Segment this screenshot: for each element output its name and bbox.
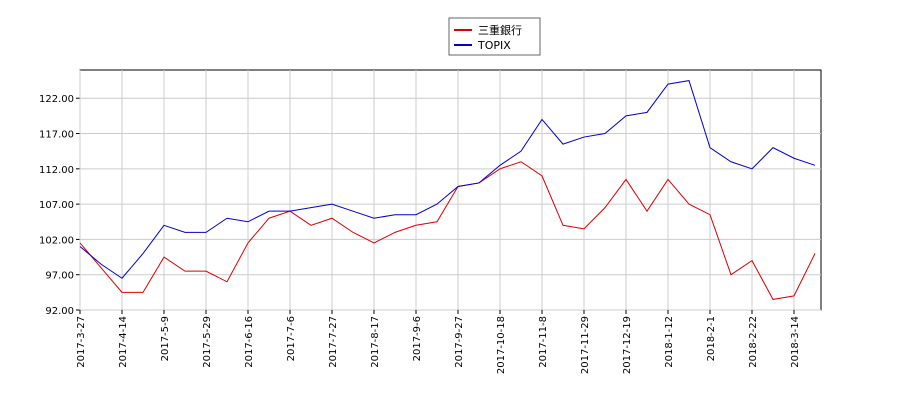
y-tick-label: 107.00: [39, 200, 74, 211]
x-tick-label: 2017-10-18: [496, 316, 507, 374]
x-tick-label: 2017-6-16: [244, 316, 255, 368]
x-tick-label: 2018-1-12: [664, 316, 675, 368]
y-tick-label: 102.00: [39, 235, 74, 246]
legend-box: [448, 17, 541, 56]
y-tick-label: 97.00: [45, 271, 74, 282]
x-tick-label: 2017-4-14: [118, 316, 129, 368]
x-tick-label: 2017-5-29: [202, 316, 213, 368]
series-line: [79, 161, 816, 300]
x-tick-label: 2017-8-17: [370, 316, 381, 368]
x-tick-label: 2017-9-27: [454, 316, 465, 368]
x-tick-label: 2018-2-22: [748, 316, 759, 368]
x-tick-label: 2017-7-6: [286, 316, 297, 361]
y-tick-label: 122.00: [39, 94, 74, 105]
series-line: [79, 80, 816, 279]
legend: 三重銀行 TOPIX: [448, 17, 541, 56]
x-tick-label: 2017-11-29: [580, 316, 591, 374]
x-tick-label: 2018-3-14: [790, 316, 801, 368]
x-tick-label: 2018-2-1: [706, 316, 717, 361]
y-tick-label: 92.00: [45, 306, 74, 317]
legend-label: 三重銀行: [478, 23, 522, 37]
y-tick-label: 112.00: [39, 165, 74, 176]
x-tick-label: 2017-3-27: [76, 316, 87, 368]
x-tick-label: 2017-7-27: [328, 316, 339, 368]
x-tick-label: 2017-11-8: [538, 316, 549, 368]
x-tick-label: 2017-9-6: [412, 316, 423, 361]
y-tick-label: 117.00: [39, 130, 74, 141]
legend-label: TOPIX: [477, 39, 511, 52]
x-tick-label: 2017-12-19: [622, 316, 633, 374]
x-tick-label: 2017-5-9: [160, 316, 171, 361]
